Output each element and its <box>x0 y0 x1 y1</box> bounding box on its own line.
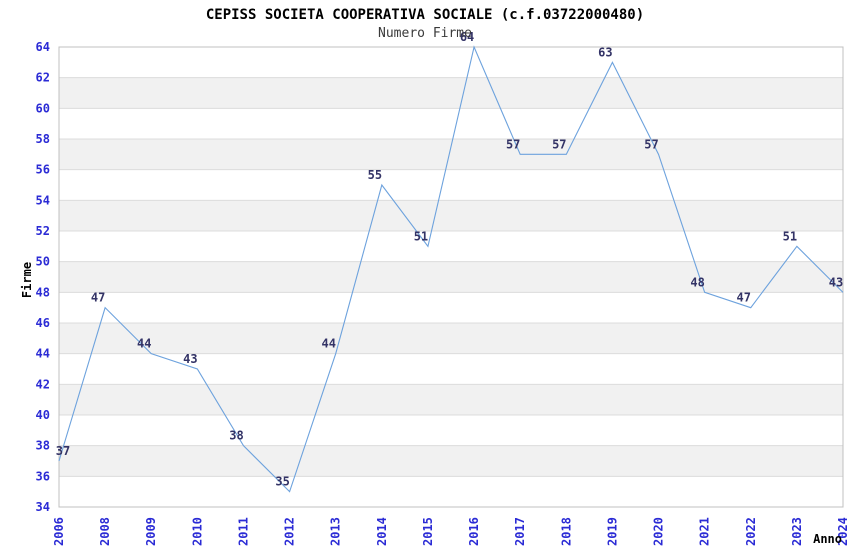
point-label: 48 <box>690 275 704 289</box>
x-tick-label: 2012 <box>283 517 297 546</box>
plot-band <box>59 323 843 354</box>
point-label: 43 <box>829 275 843 289</box>
y-tick-label: 46 <box>36 316 50 330</box>
y-tick-label: 34 <box>36 500 50 514</box>
point-label: 63 <box>598 45 612 59</box>
chart-title: CEPISS SOCIETA COOPERATIVA SOCIALE (c.f.… <box>206 7 644 23</box>
plot-band <box>59 108 843 139</box>
plot-band <box>59 415 843 446</box>
plot-band <box>59 231 843 262</box>
data-line-group <box>58 45 844 493</box>
y-tick-labels: 64 62 60 58 56 54 52 50 48 46 44 42 40 38 36 34 <box>36 40 50 514</box>
plot-band <box>59 139 843 170</box>
y-tick-label: 50 <box>36 255 50 269</box>
y-tick-label: 56 <box>36 163 50 177</box>
chart-subtitle: Numero Firme <box>378 26 472 41</box>
point-label: 35 <box>275 475 289 489</box>
x-tick-label: 2023 <box>790 517 804 546</box>
x-tick-label: 2018 <box>559 517 573 546</box>
plot-bands <box>59 47 843 507</box>
y-tick-label: 38 <box>36 439 50 453</box>
x-tick-label: 2024 <box>836 517 850 546</box>
plot-band <box>59 261 843 293</box>
x-tick-label: 2022 <box>744 517 758 546</box>
point-label: 57 <box>644 137 658 151</box>
point-label: 44 <box>321 337 335 351</box>
plot-band <box>59 77 843 109</box>
x-tick-label: 2021 <box>698 517 712 546</box>
data-line <box>58 45 844 493</box>
point-label: 51 <box>414 229 428 243</box>
point-label: 57 <box>506 137 520 151</box>
plot-band <box>59 476 843 507</box>
x-tick-label: 2011 <box>236 517 250 546</box>
y-tick-label: 52 <box>36 224 50 238</box>
point-label: 38 <box>229 429 243 443</box>
plot-band <box>59 353 843 385</box>
x-axis-title: Anno <box>813 532 842 546</box>
y-tick-label: 62 <box>36 71 50 85</box>
point-label: 47 <box>737 291 751 305</box>
y-tick-label: 42 <box>36 377 50 391</box>
y-tick-label: 54 <box>36 193 50 207</box>
point-label: 43 <box>183 352 197 366</box>
y-tick-label: 64 <box>36 40 50 54</box>
x-tick-label: 2014 <box>375 517 389 546</box>
point-label: 57 <box>552 137 566 151</box>
point-label: 51 <box>783 229 797 243</box>
plot-band <box>59 200 843 231</box>
x-tick-label: 2017 <box>513 517 527 546</box>
point-label: 55 <box>368 168 382 182</box>
y-tick-label: 60 <box>36 101 50 115</box>
point-label: 47 <box>91 291 105 305</box>
x-tick-label: 2015 <box>421 517 435 546</box>
plot-band <box>59 384 843 415</box>
point-label: 64 <box>460 30 474 44</box>
y-tick-label: 40 <box>36 408 50 422</box>
y-tick-label: 36 <box>36 469 50 483</box>
gridlines <box>59 77 843 477</box>
plot-band <box>59 445 843 477</box>
x-tick-label: 2020 <box>652 517 666 546</box>
plot-border <box>58 46 844 508</box>
x-tick-label: 2010 <box>190 517 204 546</box>
plot-band <box>59 292 843 323</box>
x-tick-labels: 2006 2008 2009 2010 2011 2012 2013 2014 2015 2016… <box>52 517 850 546</box>
y-tick-label: 48 <box>36 285 50 299</box>
point-labels: 37 47 44 43 38 35 44 55 51 64 57 57 63 57 48 47 51 43 <box>56 30 843 489</box>
plot-band <box>59 47 843 78</box>
y-tick-label: 58 <box>36 132 50 146</box>
y-axis-title: Firme <box>20 262 34 298</box>
x-tick-label: 2006 <box>52 517 66 546</box>
x-tick-label: 2008 <box>98 517 112 546</box>
x-tick-label: 2013 <box>329 517 343 546</box>
plot-band <box>59 169 843 201</box>
point-label: 44 <box>137 337 151 351</box>
x-tick-label: 2019 <box>605 517 619 546</box>
x-tick-label: 2009 <box>144 517 158 546</box>
point-label: 37 <box>56 444 70 458</box>
x-tick-label: 2016 <box>467 517 481 546</box>
y-tick-label: 44 <box>36 347 50 361</box>
